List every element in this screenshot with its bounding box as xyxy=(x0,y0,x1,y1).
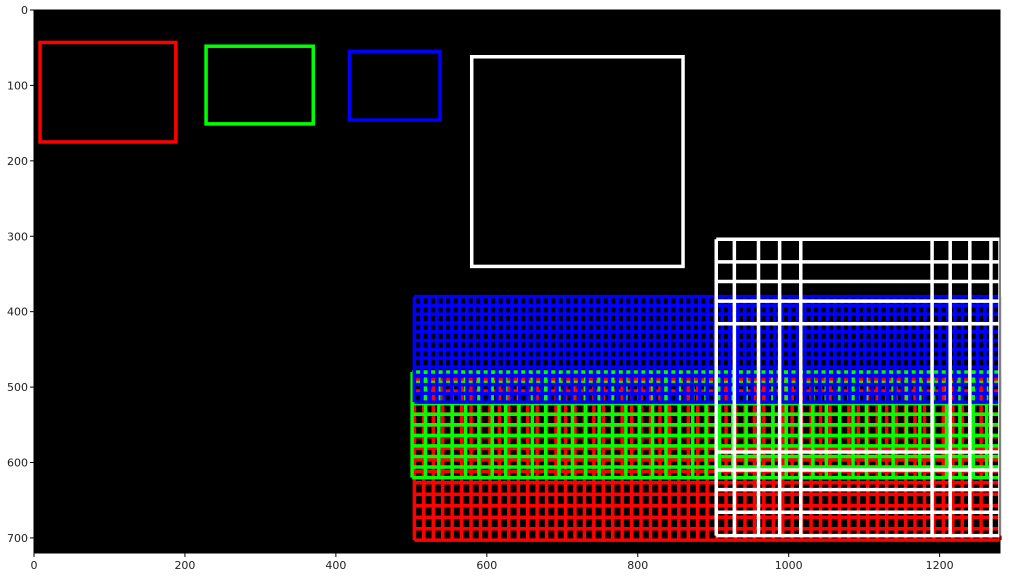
y-tick-label: 600 xyxy=(7,457,28,470)
x-tick-label: 400 xyxy=(325,559,346,572)
y-tick-label: 300 xyxy=(7,230,28,243)
axes-border xyxy=(33,9,1001,554)
x-tick-label: 1200 xyxy=(926,559,954,572)
y-tick-label: 100 xyxy=(7,79,28,92)
rectangle-3 xyxy=(469,55,685,269)
grid-cluster-3 xyxy=(714,237,1002,538)
x-tick-label: 200 xyxy=(174,559,195,572)
x-tick-label: 800 xyxy=(627,559,648,572)
x-axis: 0 200 400 600 800 1000 1200 xyxy=(31,553,954,572)
x-tick-label: 0 xyxy=(31,559,38,572)
y-tick-label: 0 xyxy=(21,4,28,17)
x-tick-label: 1000 xyxy=(775,559,803,572)
y-tick-label: 400 xyxy=(7,306,28,319)
rectangle-1 xyxy=(204,44,315,126)
axes-frame xyxy=(33,9,1001,554)
y-tick-label: 700 xyxy=(7,532,28,545)
y-axis: 0 100 200 300 400 500 600 700 xyxy=(7,4,34,545)
y-tick-label: 500 xyxy=(7,381,28,394)
rectangle-2 xyxy=(347,49,442,122)
y-tick-label: 200 xyxy=(7,155,28,168)
rectangle-0 xyxy=(38,40,178,144)
image-content xyxy=(38,40,1002,542)
x-tick-label: 600 xyxy=(476,559,497,572)
